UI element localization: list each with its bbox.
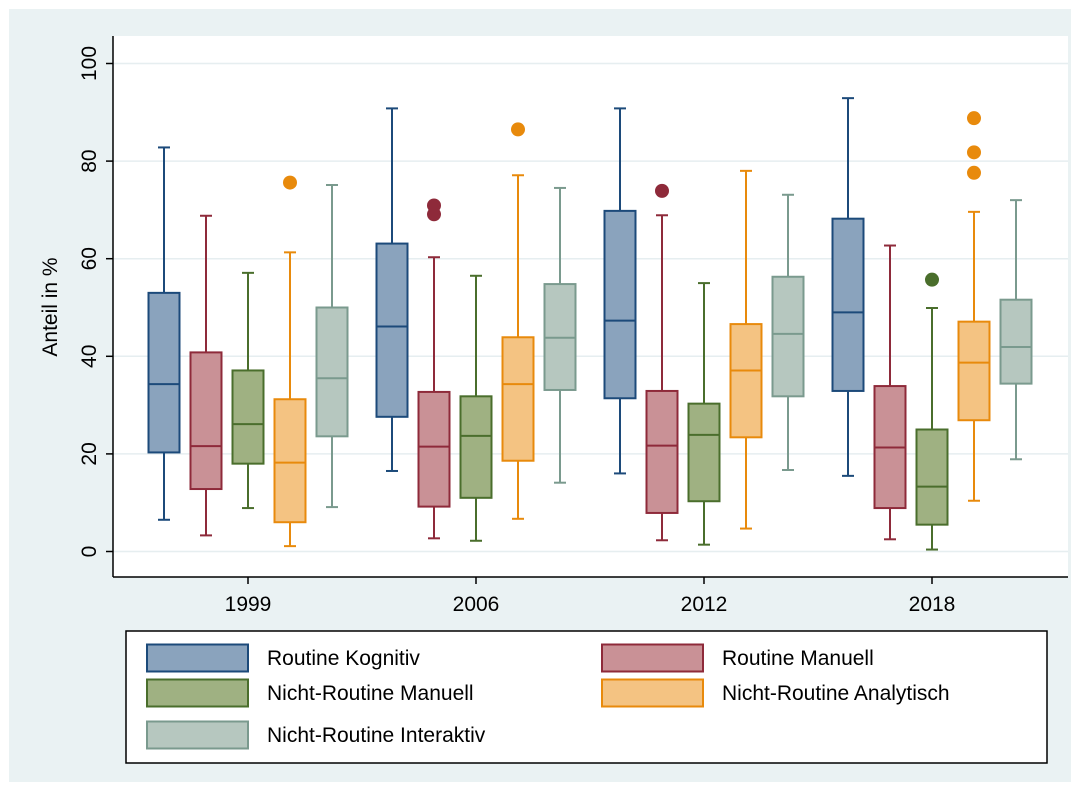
box-series-group — [147, 97, 1033, 551]
box-2006 — [543, 186, 577, 484]
box-1999 — [189, 214, 223, 537]
x-tick-label: 2006 — [453, 593, 500, 616]
box-iqr — [645, 389, 679, 514]
box-2006 — [375, 107, 409, 472]
box-2012 — [771, 193, 805, 472]
legend-item: Routine Kognitiv — [146, 643, 420, 673]
box-2018 — [873, 244, 907, 541]
box-2006 — [501, 122, 535, 520]
box-1999 — [273, 175, 307, 548]
box-2012 — [687, 282, 721, 546]
outlier-point — [967, 165, 981, 180]
box-iqr — [231, 369, 265, 465]
legend-swatch — [146, 678, 249, 708]
y-tick-label: 0 — [78, 546, 101, 558]
box-iqr — [417, 390, 451, 508]
series-nicht-routine-manuell — [231, 271, 949, 551]
box-1999 — [147, 146, 181, 521]
box-2018 — [915, 272, 949, 551]
outlier-point — [967, 111, 981, 126]
plot-area — [113, 36, 1068, 577]
legend-item: Nicht-Routine Manuell — [146, 678, 474, 708]
x-tick-label: 2018 — [909, 593, 956, 616]
legend: Routine Kognitiv Routine Manuell Nicht-Rou… — [146, 643, 950, 750]
legend-swatch — [601, 678, 704, 708]
box-2006 — [459, 274, 493, 542]
y-ticks: 0 20 40 60 80 100 — [78, 46, 113, 557]
box-iqr — [147, 291, 181, 454]
legend-label: Routine Manuell — [722, 647, 874, 670]
box-iqr — [999, 298, 1033, 385]
box-iqr — [375, 242, 409, 418]
legend-label: Routine Kognitiv — [267, 647, 420, 670]
series-nicht-routine-interaktiv — [315, 184, 1033, 509]
box-1999 — [315, 184, 349, 509]
series-nicht-routine-analytisch — [273, 111, 991, 548]
box-2012 — [729, 169, 763, 530]
outlier-point — [283, 175, 297, 190]
box-iqr — [957, 320, 991, 422]
legend-item: Routine Manuell — [601, 643, 874, 673]
outlier-point — [925, 272, 939, 287]
legend-swatch — [146, 720, 249, 750]
box-iqr — [315, 306, 349, 438]
box-2018 — [957, 111, 991, 502]
box-iqr — [603, 209, 637, 400]
y-tick-label: 20 — [78, 442, 101, 465]
x-tick-label: 1999 — [225, 593, 272, 616]
legend-swatch — [601, 643, 704, 673]
box-2018 — [831, 97, 865, 477]
box-iqr — [459, 395, 493, 499]
box-iqr — [687, 402, 721, 503]
outlier-point — [967, 145, 981, 160]
outlier-point — [655, 183, 669, 198]
outlier-point — [511, 122, 525, 137]
legend-label: Nicht-Routine Interaktiv — [267, 724, 486, 747]
x-tick-label: 2012 — [681, 593, 728, 616]
y-tick-label: 80 — [78, 149, 101, 172]
series-routine-manuell — [189, 183, 907, 542]
y-tick-label: 40 — [78, 345, 101, 368]
box-iqr — [915, 428, 949, 526]
y-tick-label: 100 — [78, 46, 101, 81]
outlier-point — [427, 198, 441, 213]
legend-item: Nicht-Routine Interaktiv — [146, 720, 486, 750]
box-iqr — [189, 351, 223, 491]
x-ticks: 1999 2006 2012 2018 — [225, 577, 956, 616]
box-iqr — [729, 323, 763, 439]
y-tick-label: 60 — [78, 247, 101, 270]
box-2012 — [603, 107, 637, 475]
legend-box — [125, 630, 1048, 764]
legend-label: Nicht-Routine Analytisch — [722, 682, 950, 705]
legend-item: Nicht-Routine Analytisch — [601, 678, 950, 708]
legend-swatch — [146, 643, 249, 673]
grid-lines — [113, 62, 1068, 553]
box-2018 — [999, 199, 1033, 461]
box-iqr — [771, 275, 805, 398]
y-axis-title: Anteil in % — [39, 257, 62, 356]
box-iqr — [273, 398, 307, 524]
box-iqr — [501, 336, 535, 462]
series-routine-kognitiv — [147, 97, 865, 521]
box-2012 — [645, 183, 679, 542]
axes — [112, 36, 1068, 578]
legend-label: Nicht-Routine Manuell — [267, 682, 474, 705]
box-2006 — [417, 198, 451, 540]
box-1999 — [231, 271, 265, 510]
box-iqr — [831, 217, 865, 392]
